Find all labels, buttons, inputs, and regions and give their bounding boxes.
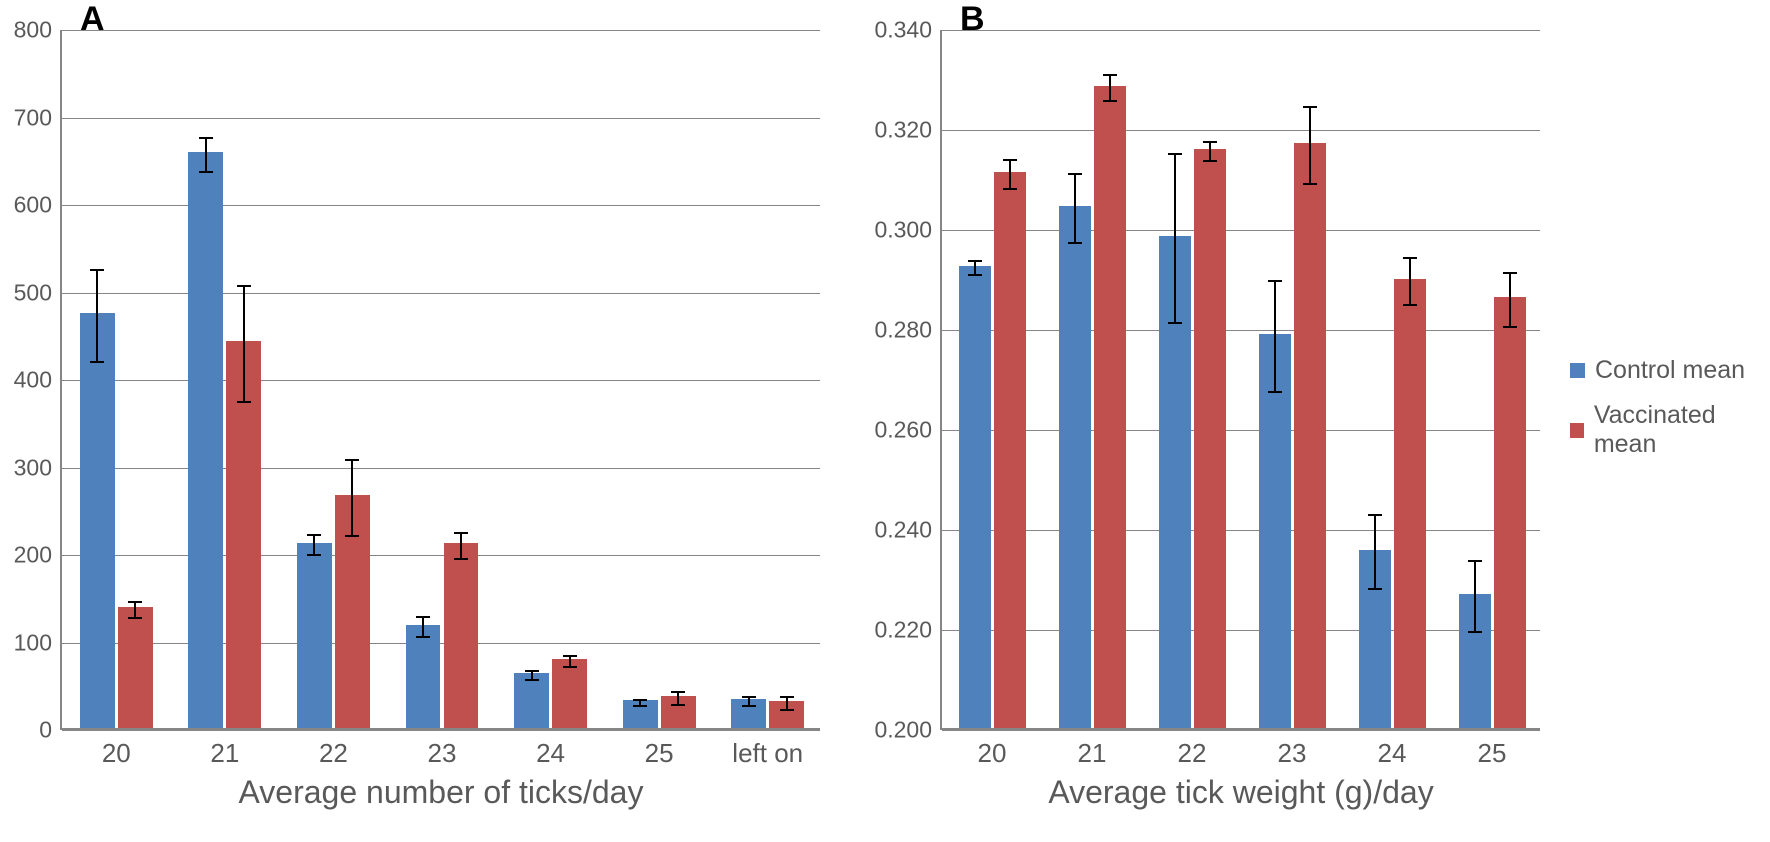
- ytick-label-a: 800: [14, 17, 62, 44]
- legend-swatch: [1570, 423, 1584, 438]
- ytick-label-b: 0.240: [874, 517, 942, 544]
- ytick-label-a: 200: [14, 542, 62, 569]
- ytick-label-a: 100: [14, 629, 62, 656]
- ytick-label-a: 300: [14, 454, 62, 481]
- bar-a: [444, 543, 479, 728]
- ytick-label-b: 0.340: [874, 17, 942, 44]
- bar-a: [406, 625, 441, 728]
- gridline-a: [62, 293, 820, 294]
- xtick-label-b: 24: [1378, 728, 1407, 769]
- xtick-label-a: 22: [319, 728, 348, 769]
- ytick-label-a: 400: [14, 367, 62, 394]
- ytick-label-a: 0: [39, 717, 62, 744]
- ytick-label-a: 600: [14, 192, 62, 219]
- ytick-label-b: 0.300: [874, 217, 942, 244]
- legend-item: Control mean: [1570, 356, 1770, 385]
- gridline-b: [942, 330, 1540, 331]
- xtick-label-a: left on: [732, 728, 803, 769]
- xtick-label-b: 23: [1278, 728, 1307, 769]
- gridline-b: [942, 530, 1540, 531]
- xtick-label-b: 20: [978, 728, 1007, 769]
- plot-area-b: 0.2000.2200.2400.2600.2800.3000.3200.340…: [940, 30, 1540, 730]
- xtick-label-a: 21: [210, 728, 239, 769]
- bar-a: [552, 659, 587, 728]
- xtick-label-b: 22: [1178, 728, 1207, 769]
- gridline-a: [62, 380, 820, 381]
- bar-a: [188, 152, 223, 728]
- legend-item: Vaccinated mean: [1570, 401, 1770, 459]
- legend-swatch: [1570, 363, 1585, 378]
- gridline-a: [62, 118, 820, 119]
- ytick-label-b: 0.200: [874, 717, 942, 744]
- gridline-a: [62, 643, 820, 644]
- figure-root: A0100200300400500600700800Average number…: [0, 0, 1770, 842]
- ytick-label-a: 700: [14, 104, 62, 131]
- xtick-label-a: 25: [645, 728, 674, 769]
- gridline-b: [942, 30, 1540, 31]
- bar-b: [994, 172, 1026, 728]
- xtick-label-b: 21: [1078, 728, 1107, 769]
- plot-area-a: 0100200300400500600700800Average number …: [60, 30, 820, 730]
- gridline-a: [62, 205, 820, 206]
- bar-b: [1059, 206, 1091, 729]
- bar-a: [118, 607, 153, 728]
- xtick-label-a: 20: [102, 728, 131, 769]
- legend-label: Control mean: [1595, 356, 1745, 385]
- bar-a: [80, 313, 115, 728]
- gridline-b: [942, 130, 1540, 131]
- bar-a: [297, 543, 332, 729]
- gridline-b: [942, 230, 1540, 231]
- ytick-label-b: 0.280: [874, 317, 942, 344]
- bar-b: [1194, 149, 1226, 728]
- legend: Control mean Vaccinated mean: [1570, 340, 1770, 475]
- xtick-label-a: 24: [536, 728, 565, 769]
- gridline-b: [942, 430, 1540, 431]
- bar-b: [959, 266, 991, 729]
- bar-b: [1494, 297, 1526, 728]
- gridline-a: [62, 468, 820, 469]
- gridline-a: [62, 555, 820, 556]
- bar-b: [1294, 143, 1326, 728]
- bar-a: [514, 673, 549, 728]
- xtick-label-b: 25: [1478, 728, 1507, 769]
- ytick-label-b: 0.320: [874, 117, 942, 144]
- bar-b: [1094, 86, 1126, 729]
- legend-label: Vaccinated mean: [1594, 401, 1770, 459]
- ytick-label-a: 500: [14, 279, 62, 306]
- gridline-b: [942, 630, 1540, 631]
- gridline-a: [62, 30, 820, 31]
- bar-b: [1259, 334, 1291, 728]
- ytick-label-b: 0.220: [874, 617, 942, 644]
- xtick-label-a: 23: [428, 728, 457, 769]
- bar-b: [1394, 279, 1426, 728]
- ytick-label-b: 0.260: [874, 417, 942, 444]
